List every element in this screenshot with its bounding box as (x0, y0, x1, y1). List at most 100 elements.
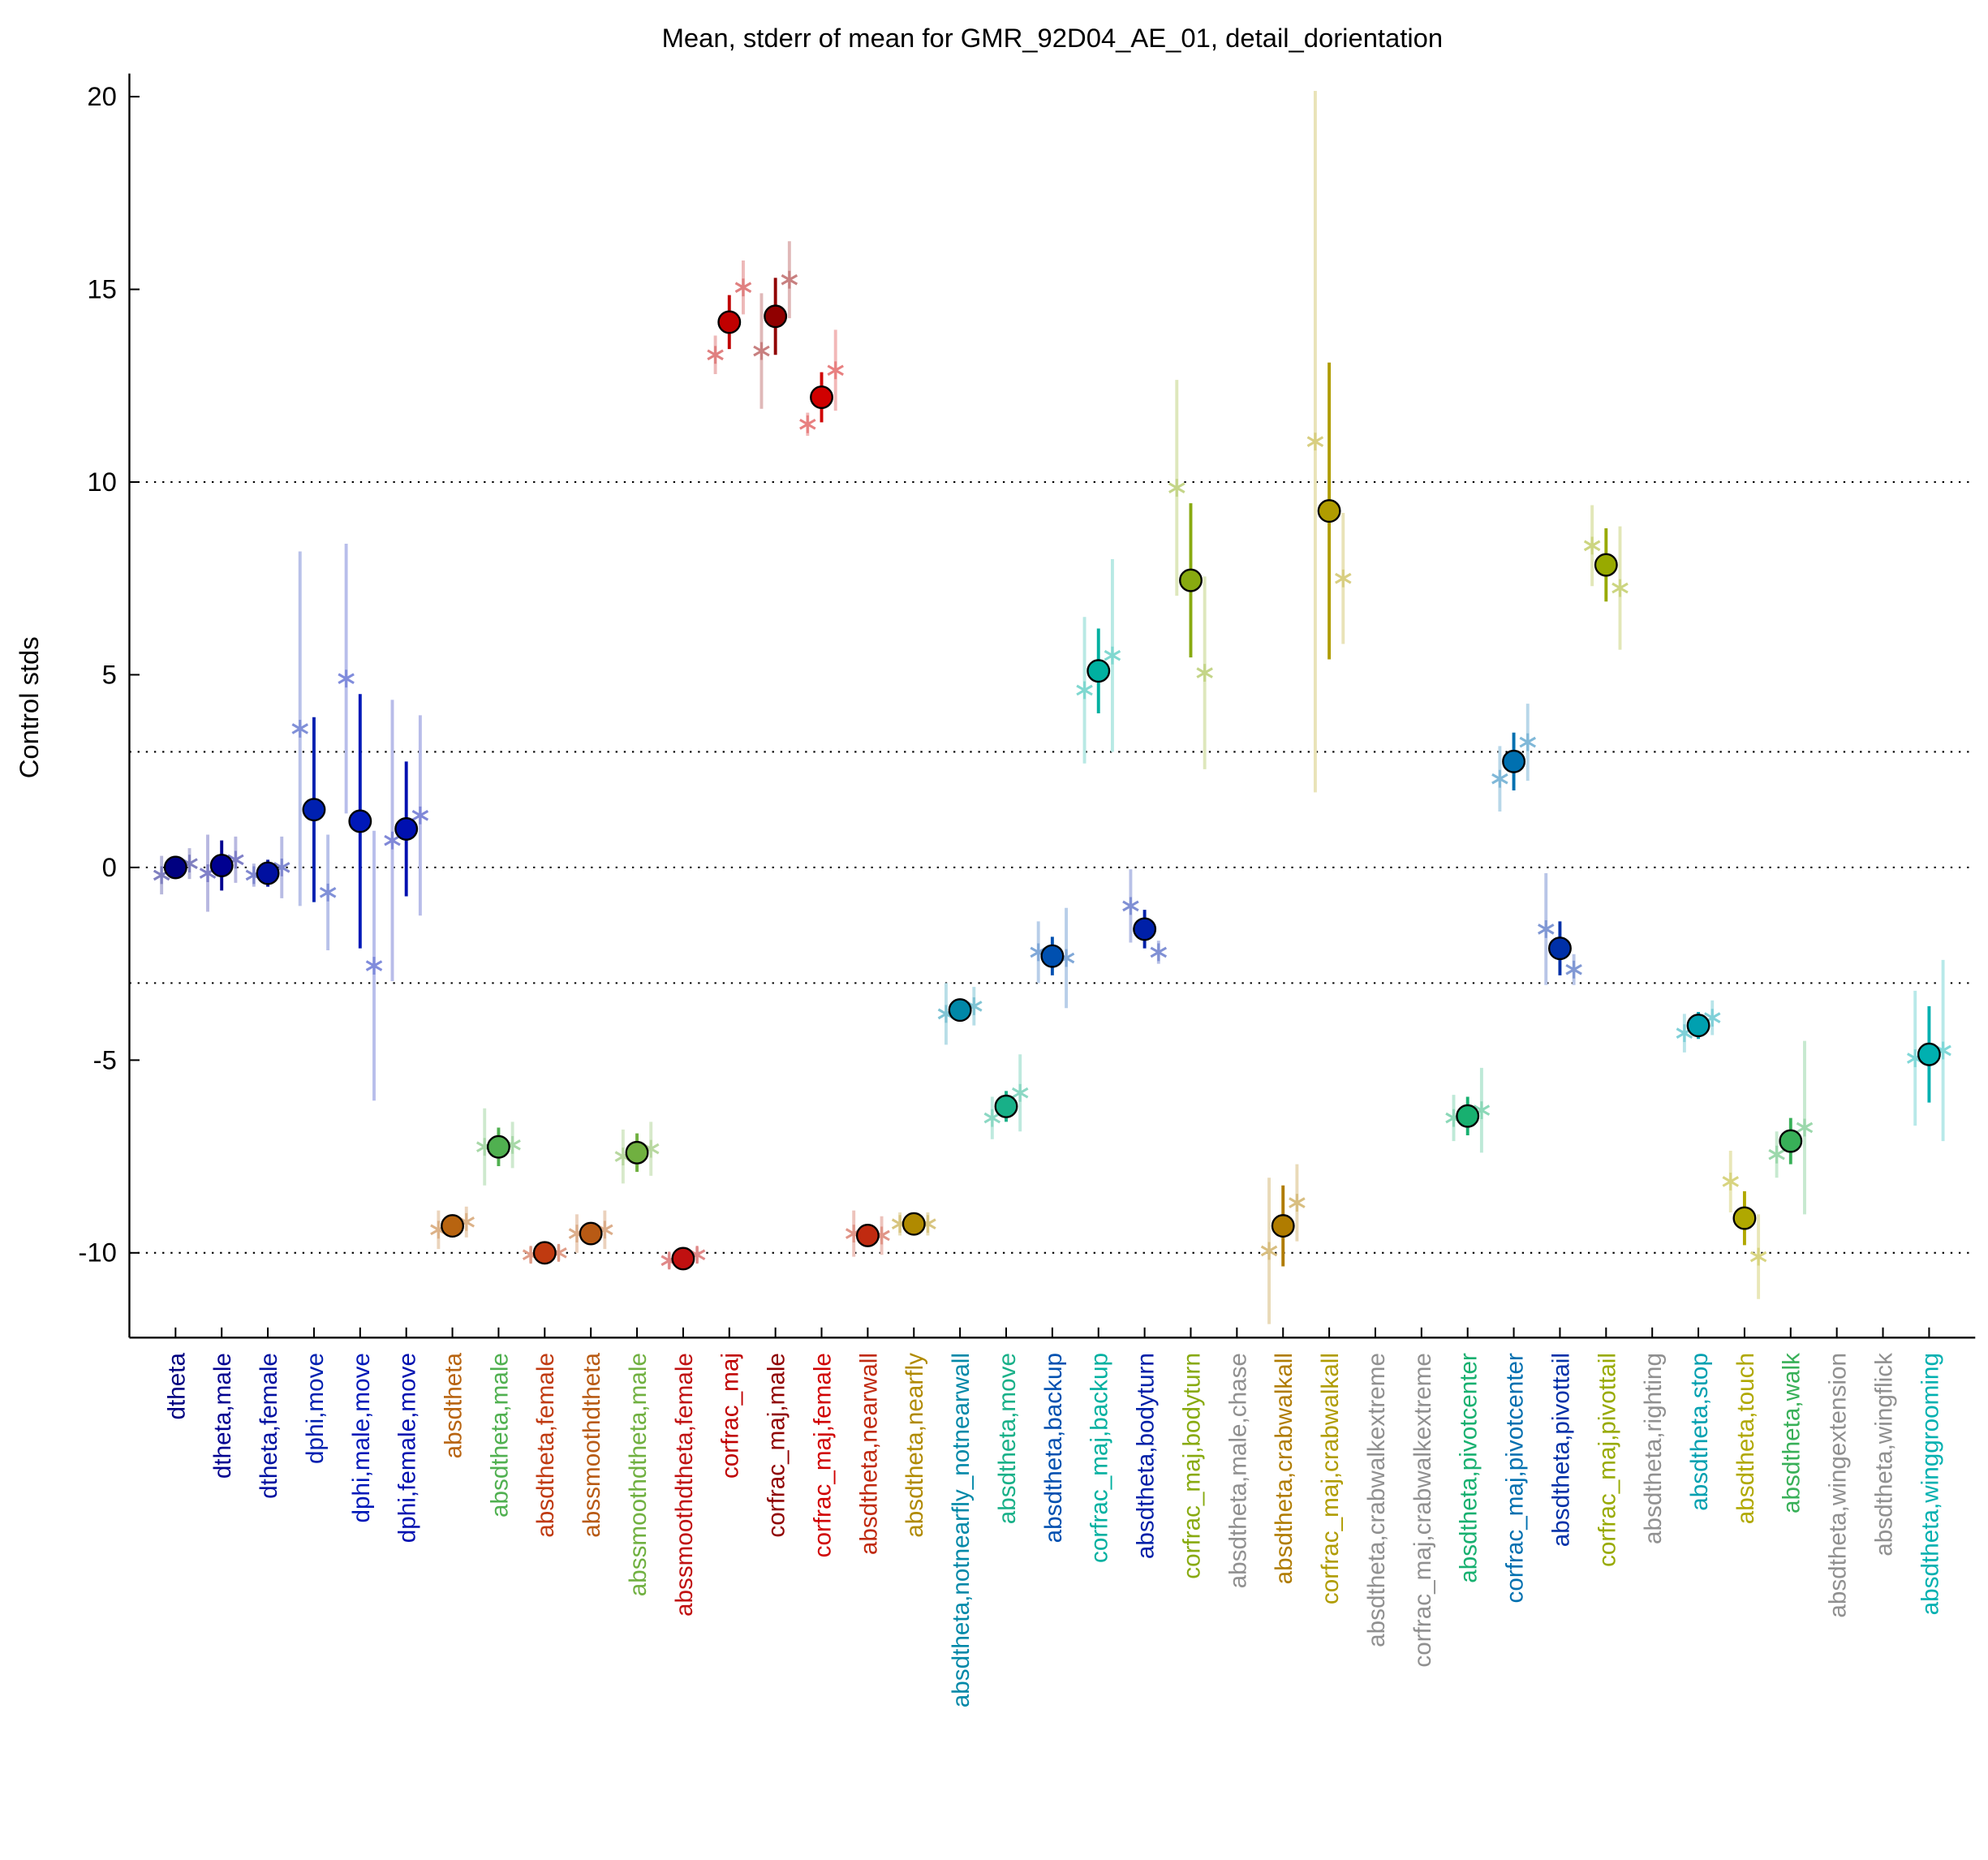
male-marker-stroke (1538, 924, 1555, 935)
male-marker (1768, 1145, 1785, 1164)
y-tick-label: -10 (78, 1238, 116, 1268)
male-marker (291, 720, 309, 738)
male-marker (384, 831, 401, 850)
mean-marker (717, 310, 742, 334)
female-marker (1150, 943, 1168, 962)
male-marker-stroke (338, 673, 355, 685)
female-marker-stroke (1796, 1122, 1814, 1134)
x-tick-label: absdtheta,pivottail (1547, 1353, 1574, 1547)
male-marker-stroke (1168, 482, 1185, 493)
mean-marker (441, 1214, 465, 1238)
x-tick-label: absdtheta,winggrooming (1917, 1353, 1943, 1615)
female-marker (1565, 960, 1582, 979)
x-tick-label: corfrac_maj,crabwalkextreme (1409, 1353, 1436, 1668)
x-tick-label: absdtheta,backup (1040, 1353, 1067, 1543)
male-marker (753, 342, 770, 360)
x-tick-label: abssmoothdtheta,male (625, 1353, 652, 1596)
mean-marker (1917, 1042, 1941, 1066)
mean-marker (348, 809, 372, 833)
x-tick-label: absdtheta,walk (1779, 1353, 1805, 1513)
mean-marker (1779, 1129, 1803, 1153)
x-tick-label: abssmoothdtheta (579, 1353, 605, 1538)
y-tick-label: 20 (87, 81, 116, 111)
male-marker-stroke (799, 418, 816, 430)
female-marker-stroke (319, 886, 337, 898)
x-tick-label: dphi,move (302, 1353, 329, 1464)
female-marker-stroke (1519, 736, 1537, 748)
x-tick-label: corfrac_maj,backup (1087, 1353, 1113, 1563)
mean-marker (579, 1221, 603, 1246)
male-marker-stroke (1260, 1245, 1278, 1257)
x-tick-label: absdtheta,crabwalkall (1271, 1353, 1297, 1584)
x-tick-label: absdtheta,bodyturn (1133, 1353, 1160, 1559)
x-tick-label: dphi,female,move (394, 1353, 421, 1543)
x-tick-label: absdtheta,notnearfly_notnearwall (948, 1353, 975, 1707)
male-marker-stroke (753, 345, 770, 357)
mean-marker (810, 385, 833, 409)
male-marker (338, 670, 355, 688)
female-marker (827, 361, 844, 380)
x-tick-label: absdtheta,righting (1640, 1353, 1667, 1544)
mean-marker (486, 1135, 510, 1159)
female-marker (1011, 1083, 1029, 1102)
mean-marker (1040, 944, 1065, 968)
y-tick-label: 5 (102, 659, 117, 689)
female-marker (1749, 1247, 1767, 1266)
y-tick-label: 10 (87, 467, 116, 497)
x-tick-label: corfrac_maj,crabwalkall (1317, 1353, 1344, 1604)
x-tick-label: absdtheta (440, 1353, 467, 1459)
y-tick-label: -5 (93, 1044, 117, 1074)
male-marker-stroke (983, 1112, 1001, 1124)
male-marker (1538, 919, 1555, 938)
x-tick-label: corfrac_maj (717, 1353, 744, 1479)
female-marker-stroke (1196, 667, 1213, 678)
mean-marker (948, 998, 972, 1023)
female-marker-stroke (827, 364, 844, 377)
x-tick-label: dtheta,male (209, 1353, 236, 1479)
mean-marker (1179, 568, 1203, 592)
mean-marker (1133, 917, 1157, 941)
x-tick-label: corfrac_maj,bodyturn (1178, 1353, 1205, 1579)
x-tick-label: absdtheta,male (486, 1353, 513, 1518)
female-marker-stroke (411, 809, 429, 821)
male-marker (1722, 1173, 1739, 1190)
mean-marker (209, 854, 234, 877)
female-marker-stroke (1150, 946, 1168, 958)
male-marker (707, 346, 724, 364)
male-marker-stroke (1491, 773, 1508, 785)
female-marker-stroke (365, 960, 383, 971)
x-tick-label: dphi,male,move (348, 1353, 375, 1522)
female-marker (781, 270, 798, 289)
male-marker (1491, 769, 1508, 788)
x-tick-label: absdtheta,touch (1732, 1353, 1759, 1524)
male-marker (1076, 681, 1093, 700)
y-axis-label: Control stds (14, 636, 44, 778)
mean-marker (1317, 499, 1341, 523)
mean-marker (901, 1212, 926, 1236)
mean-marker (532, 1241, 557, 1265)
mean-marker (625, 1140, 649, 1165)
x-tick-label: abssmoothdtheta,female (671, 1353, 698, 1617)
x-tick-label: dtheta (163, 1353, 190, 1420)
x-tick-label: corfrac_maj,male (764, 1353, 790, 1538)
x-tick-label: corfrac_maj,pivottail (1594, 1353, 1620, 1567)
female-marker-stroke (1611, 582, 1629, 594)
male-marker (1260, 1242, 1278, 1260)
male-marker-stroke (1122, 900, 1139, 912)
chart-title: Mean, stderr of mean for GMR_92D04_AE_01… (662, 23, 1444, 53)
x-tick-label: absdtheta,stop (1686, 1353, 1713, 1511)
mean-marker (1732, 1206, 1757, 1230)
female-marker (1611, 579, 1629, 597)
female-marker-stroke (1749, 1251, 1767, 1263)
female-marker (411, 806, 429, 825)
female-marker (1289, 1194, 1306, 1212)
female-marker (1519, 733, 1537, 751)
x-tick-label: corfrac_maj,female (809, 1353, 836, 1557)
female-marker-stroke (734, 282, 752, 294)
female-marker (1104, 646, 1121, 665)
female-marker-stroke (1335, 572, 1352, 584)
mean-marker (855, 1224, 880, 1247)
male-marker (799, 415, 816, 433)
mean-marker (1271, 1214, 1295, 1238)
male-marker (1168, 479, 1185, 497)
